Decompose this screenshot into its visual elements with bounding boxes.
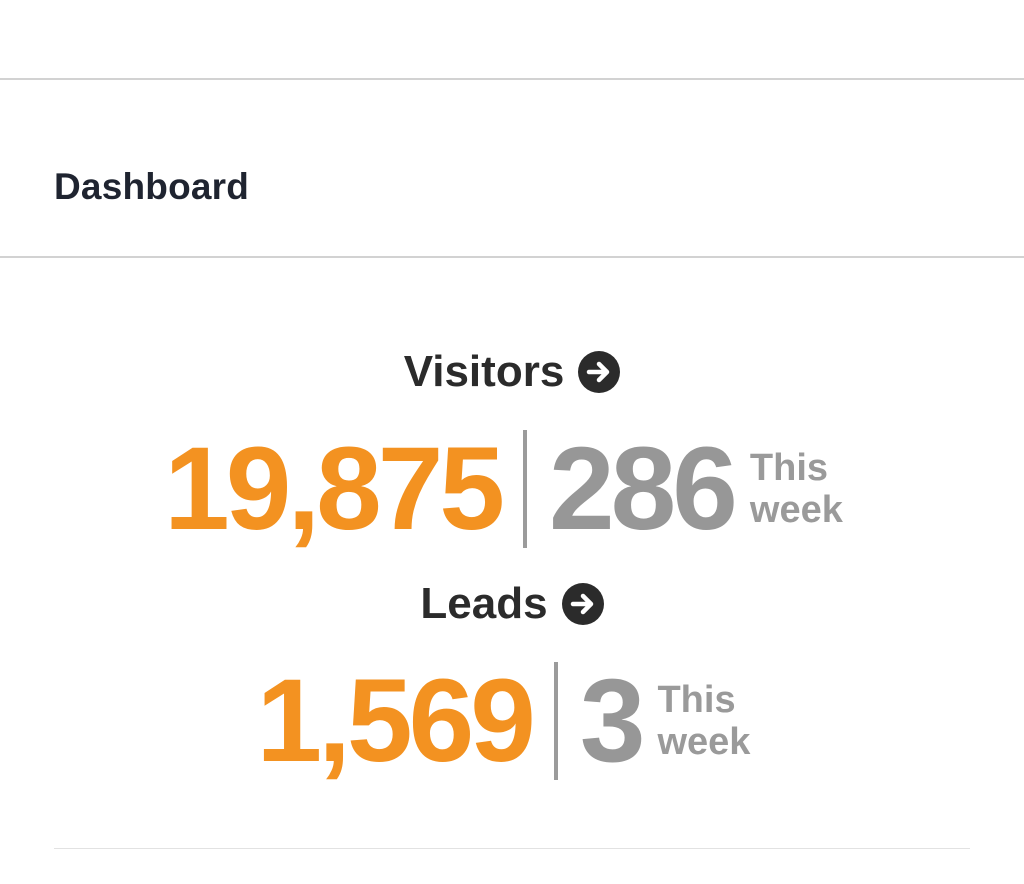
bottom-divider	[54, 848, 970, 849]
leads-week-value: 3	[579, 655, 646, 787]
visitors-total: 19,875	[164, 423, 505, 555]
top-bar	[0, 0, 1024, 80]
leads-divider	[553, 662, 558, 780]
leads-value-row: 1,569 3 This week	[0, 662, 1024, 780]
visitors-week-caption: This week	[749, 447, 843, 531]
visitors-label: Visitors	[403, 347, 565, 396]
visitors-divider	[523, 430, 528, 548]
arrow-right-circle-icon[interactable]	[561, 583, 604, 625]
leads-label-row: Leads	[0, 582, 1024, 626]
dashboard-header: Dashboard	[0, 80, 1024, 258]
leads-week-caption: This week	[657, 679, 751, 763]
page-title: Dashboard	[54, 166, 250, 207]
leads-label: Leads	[420, 579, 548, 628]
arrow-right-circle-icon[interactable]	[578, 351, 621, 393]
leads-link[interactable]: Leads	[420, 579, 604, 628]
visitors-value-row: 19,875 286 This week	[0, 430, 1024, 548]
visitors-week-value: 286	[549, 423, 738, 555]
visitors-link[interactable]: Visitors	[404, 350, 621, 394]
visitors-label-row: Visitors	[0, 350, 1024, 394]
leads-total: 1,569	[256, 655, 536, 787]
